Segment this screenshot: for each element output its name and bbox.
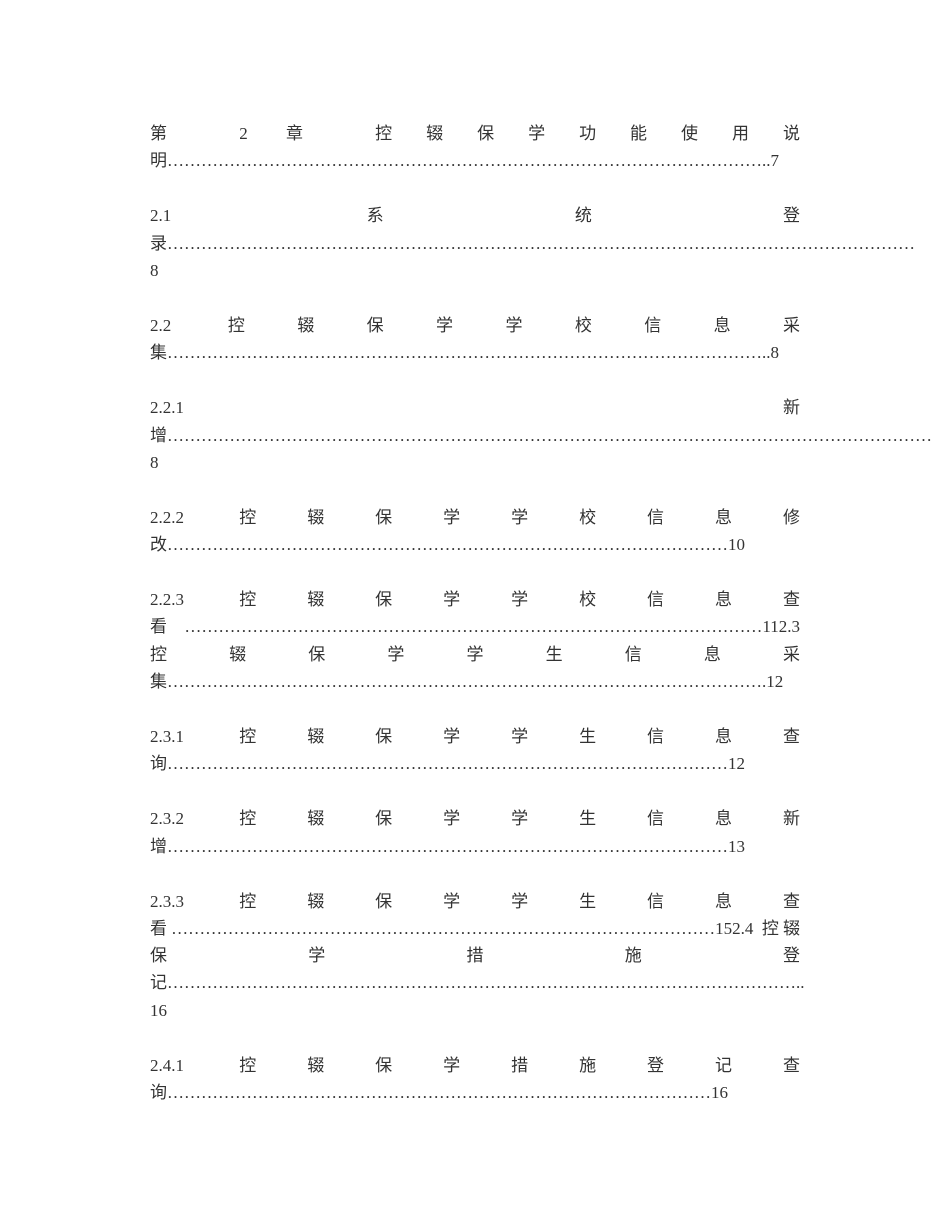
toc-entry-2-4-1: 2.4.1 控辍保学措施登记查询………………………………………………………………… [150, 1052, 800, 1106]
toc-entry-2-3-1: 2.3.1 控辍保学学生信息查询………………………………………………………………… [150, 723, 800, 777]
toc-entry-2-2-3-and-2-3: 2.2.3 控辍保学学校信息查看………………………………………………………………… [150, 586, 800, 695]
toc-entry-2-2: 2.2 控辍保学学校信息采集……………………………………………………………………… [150, 312, 800, 366]
toc-container: 第 2 章 控辍保学功能使用说明………………………………………………………………… [150, 120, 800, 1106]
toc-entry-2-3-2: 2.3.2 控辍保学学生信息新增………………………………………………………………… [150, 805, 800, 859]
toc-entry-2-2-2: 2.2.2 控辍保学学校信息修改………………………………………………………………… [150, 504, 800, 558]
toc-entry-2-1: 2.1 系统登录……………………………………………………………………………………… [150, 202, 800, 284]
toc-entry-2-2-1: 2.2.1 新增……………………………………………………………………………………… [150, 394, 800, 476]
toc-entry-chapter-2: 第 2 章 控辍保学功能使用说明………………………………………………………………… [150, 120, 800, 174]
toc-entry-2-3-3-and-2-4: 2.3.3 控辍保学学生信息查看………………………………………………………………… [150, 888, 800, 1024]
